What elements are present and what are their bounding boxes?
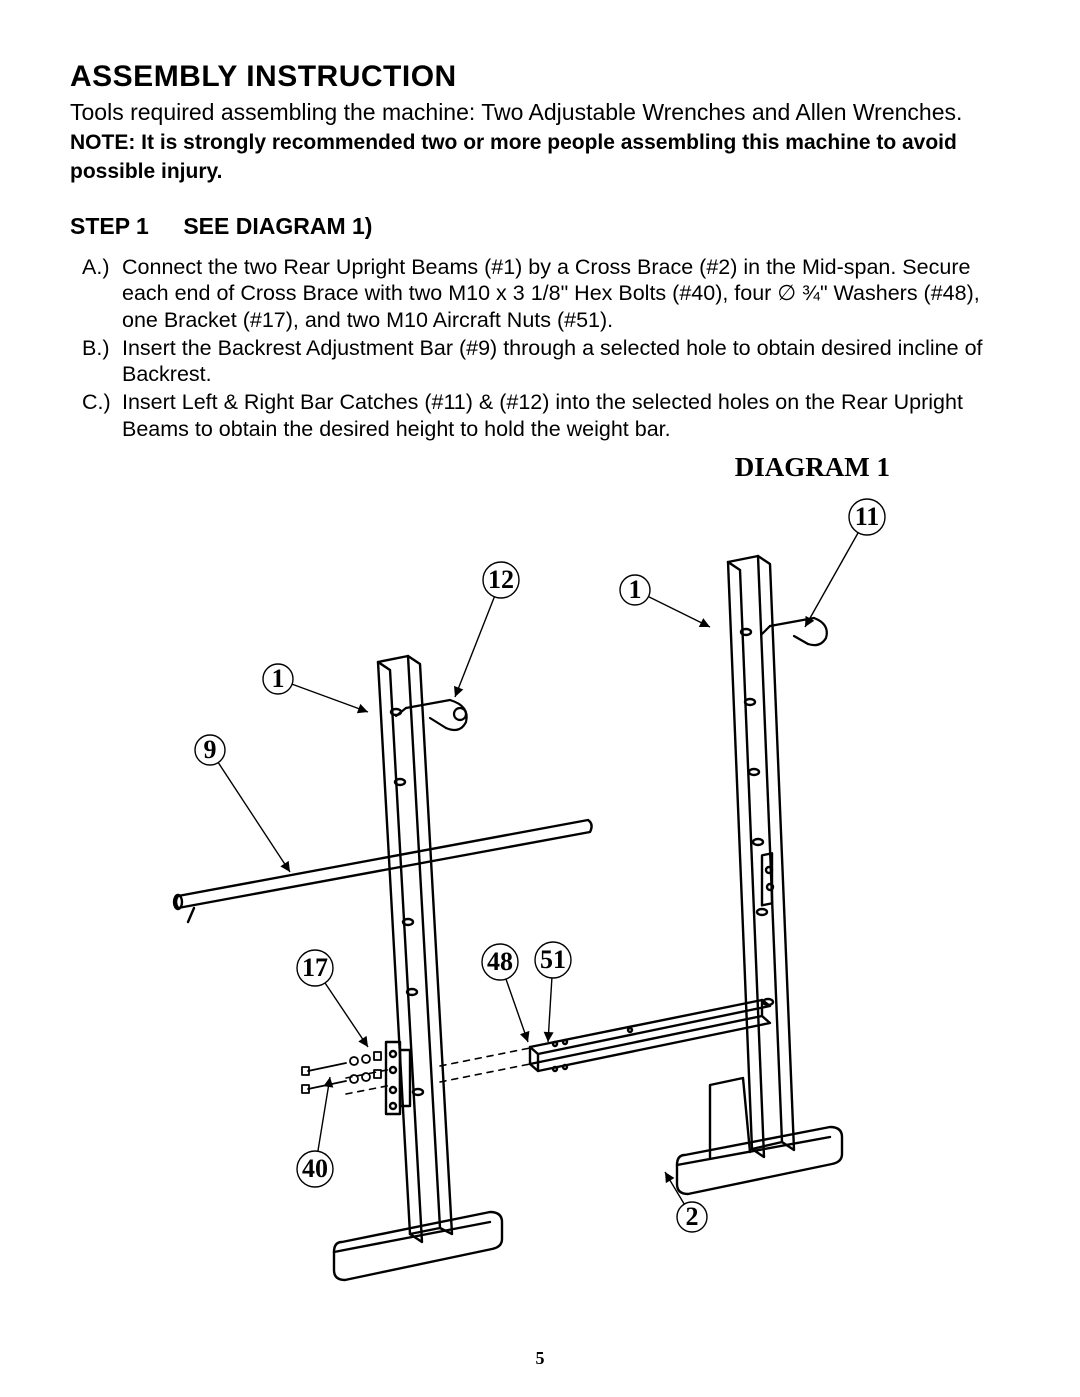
- svg-text:12: 12: [488, 565, 514, 594]
- step-item: C.) Insert Left & Right Bar Catches (#11…: [82, 389, 1010, 441]
- step-text: Connect the two Rear Upright Beams (#1) …: [122, 254, 1010, 333]
- step-marker: B.): [82, 335, 122, 387]
- step-list: A.) Connect the two Rear Upright Beams (…: [82, 254, 1010, 442]
- left-upright-beam: [378, 656, 452, 1242]
- svg-text:51: 51: [540, 945, 566, 974]
- right-base-foot: [677, 1078, 842, 1194]
- step-item: B.) Insert the Backrest Adjustment Bar (…: [82, 335, 1010, 387]
- intro-text: Tools required assembling the machine: T…: [70, 99, 962, 125]
- diagram-container: DIAGRAM 1: [70, 452, 1010, 1322]
- intro-note: NOTE: It is strongly recommended two or …: [70, 131, 957, 183]
- left-base-foot: [334, 1212, 502, 1280]
- step-marker: C.): [82, 389, 122, 441]
- step-heading: STEP 1 SEE DIAGRAM 1): [70, 213, 1010, 240]
- step-item: A.) Connect the two Rear Upright Beams (…: [82, 254, 1010, 333]
- svg-text:1: 1: [272, 664, 285, 693]
- svg-text:17: 17: [302, 953, 328, 982]
- step-marker: A.): [82, 254, 122, 333]
- bar-catch-left: [396, 700, 467, 730]
- svg-text:40: 40: [302, 1154, 328, 1183]
- page-number: 5: [0, 1348, 1080, 1369]
- svg-text:48: 48: [487, 947, 513, 976]
- page-title: ASSEMBLY INSTRUCTION: [70, 60, 1010, 94]
- svg-text:1: 1: [629, 575, 642, 604]
- intro-paragraph: Tools required assembling the machine: T…: [70, 98, 1010, 185]
- left-bracket: [386, 1042, 410, 1114]
- svg-text:2: 2: [686, 1202, 699, 1231]
- backrest-adjustment-bar: [174, 820, 592, 922]
- svg-text:9: 9: [204, 735, 217, 764]
- step-text: Insert the Backrest Adjustment Bar (#9) …: [122, 335, 1010, 387]
- assembly-instruction-page: ASSEMBLY INSTRUCTION Tools required asse…: [0, 0, 1080, 1397]
- svg-text:11: 11: [855, 502, 880, 531]
- step-text: Insert Left & Right Bar Catches (#11) & …: [122, 389, 1010, 441]
- assembly-diagram: 1112119174851402: [110, 472, 970, 1292]
- fastener-set: [302, 1052, 381, 1093]
